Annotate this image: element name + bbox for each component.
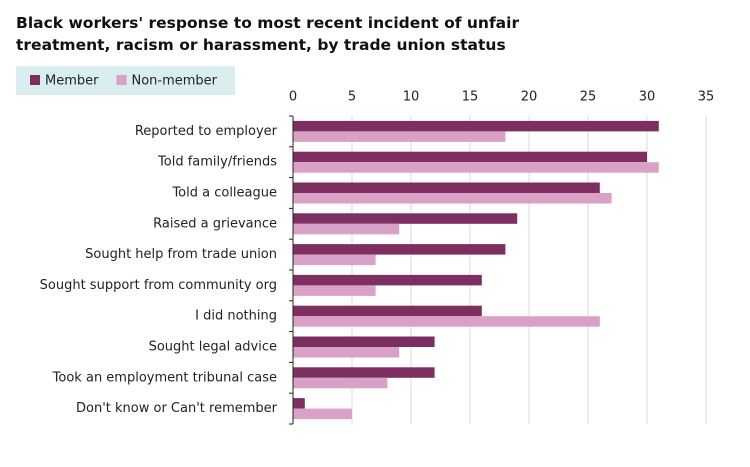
bar — [293, 316, 600, 327]
x-tick-label: 20 — [521, 90, 538, 105]
x-tick-label: 25 — [580, 90, 597, 105]
bar — [293, 367, 435, 378]
bar — [293, 151, 647, 163]
y-tick-label: Told family/friends — [157, 155, 277, 170]
bar — [293, 223, 400, 235]
y-tick-label: Told a colleague — [171, 186, 277, 201]
x-tick-label: 35 — [698, 90, 715, 105]
y-tick-label: I did nothing — [195, 309, 277, 324]
y-tick-label: Sought support from community org — [40, 278, 277, 293]
legend-label: Member — [45, 74, 99, 89]
legend-swatch — [30, 75, 40, 85]
legend-label: Non-member — [131, 74, 217, 89]
x-tick-label: 30 — [639, 90, 656, 105]
y-tick-label: Raised a grievance — [153, 216, 277, 231]
x-tick-label: 5 — [348, 90, 356, 105]
bar — [293, 305, 482, 317]
chart-title: Black workers' response to most recent i… — [16, 14, 520, 54]
bar — [293, 285, 376, 296]
bar — [293, 120, 659, 132]
bar — [293, 274, 482, 286]
bar — [293, 377, 388, 389]
y-tick-label: Sought help from trade union — [85, 247, 277, 262]
bar — [293, 131, 506, 142]
bar — [293, 336, 435, 347]
bar — [293, 398, 305, 409]
y-tick-label: Don't know or Can't remember — [76, 401, 278, 416]
y-tick-label: Reported to employer — [135, 124, 278, 139]
legend-swatch — [116, 75, 127, 85]
bar — [293, 347, 400, 358]
bar — [293, 254, 376, 266]
x-tick-label: 0 — [289, 90, 297, 105]
bar — [293, 193, 612, 204]
bar — [293, 408, 352, 420]
x-tick-label: 15 — [462, 90, 479, 105]
bar — [293, 213, 518, 224]
bar — [293, 182, 600, 193]
bar — [293, 244, 506, 255]
y-tick-label: Took an employment tribunal case — [52, 370, 277, 385]
y-tick-label: Sought legal advice — [149, 340, 277, 355]
x-tick-label: 10 — [403, 90, 420, 105]
bar — [293, 162, 659, 173]
